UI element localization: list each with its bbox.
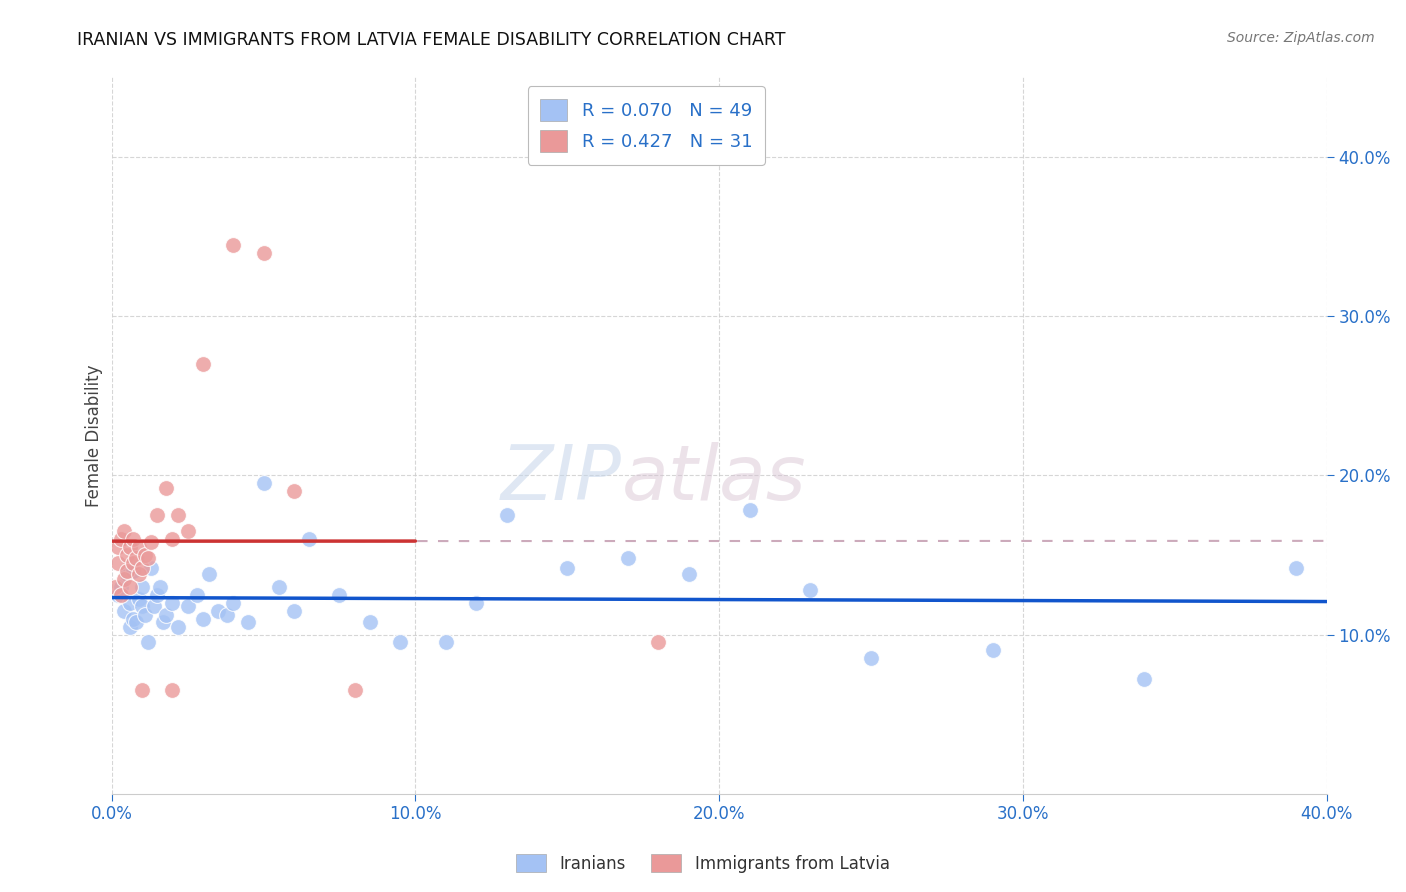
Point xyxy=(110,588,132,602)
Text: IRANIAN VS IMMIGRANTS FROM LATVIA FEMALE DISABILITY CORRELATION CHART: IRANIAN VS IMMIGRANTS FROM LATVIA FEMALE… xyxy=(77,31,786,49)
Point xyxy=(215,608,238,623)
Point xyxy=(112,524,135,538)
Point xyxy=(155,481,177,495)
Y-axis label: Female Disability: Female Disability xyxy=(86,364,103,507)
Point xyxy=(122,556,145,570)
Point xyxy=(122,564,145,578)
Point xyxy=(555,560,578,574)
Point xyxy=(118,580,141,594)
Point xyxy=(155,608,177,623)
Point xyxy=(139,535,162,549)
Point xyxy=(186,588,208,602)
Point xyxy=(162,532,184,546)
Point xyxy=(162,596,184,610)
Point xyxy=(136,551,159,566)
Legend: Iranians, Immigrants from Latvia: Iranians, Immigrants from Latvia xyxy=(510,847,896,880)
Point xyxy=(198,567,221,582)
Text: atlas: atlas xyxy=(621,442,807,516)
Point xyxy=(328,588,350,602)
Point xyxy=(149,580,172,594)
Point xyxy=(107,588,129,602)
Point xyxy=(134,548,156,562)
Point xyxy=(143,599,166,613)
Point xyxy=(115,564,138,578)
Point xyxy=(122,611,145,625)
Point xyxy=(207,604,229,618)
Text: Source: ZipAtlas.com: Source: ZipAtlas.com xyxy=(1227,31,1375,45)
Point xyxy=(738,503,761,517)
Point xyxy=(222,237,245,252)
Point xyxy=(167,619,190,633)
Point xyxy=(283,604,305,618)
Point xyxy=(267,580,290,594)
Point xyxy=(115,548,138,562)
Point xyxy=(125,615,148,629)
Point xyxy=(238,615,260,629)
Point xyxy=(146,588,169,602)
Point xyxy=(298,532,321,546)
Point xyxy=(799,582,821,597)
Point xyxy=(176,524,198,538)
Point xyxy=(152,615,174,629)
Point xyxy=(131,580,153,594)
Point xyxy=(128,540,150,554)
Point xyxy=(131,560,153,574)
Point xyxy=(104,580,127,594)
Point xyxy=(128,592,150,607)
Point xyxy=(981,643,1004,657)
Point xyxy=(115,567,138,582)
Point xyxy=(125,551,148,566)
Point xyxy=(118,619,141,633)
Point xyxy=(191,357,214,371)
Text: ZIP: ZIP xyxy=(501,442,621,516)
Point xyxy=(860,651,883,665)
Point xyxy=(252,245,274,260)
Point xyxy=(128,567,150,582)
Point xyxy=(134,608,156,623)
Point xyxy=(110,532,132,546)
Point xyxy=(167,508,190,523)
Point xyxy=(176,599,198,613)
Point xyxy=(222,596,245,610)
Point xyxy=(252,476,274,491)
Point xyxy=(146,508,169,523)
Point xyxy=(617,551,640,566)
Point xyxy=(131,599,153,613)
Point xyxy=(343,683,366,698)
Point xyxy=(139,560,162,574)
Point xyxy=(112,572,135,586)
Point xyxy=(434,635,457,649)
Point xyxy=(118,540,141,554)
Point xyxy=(283,484,305,499)
Point xyxy=(131,683,153,698)
Point xyxy=(112,604,135,618)
Point xyxy=(136,635,159,649)
Point xyxy=(107,556,129,570)
Point xyxy=(118,596,141,610)
Point xyxy=(389,635,412,649)
Point xyxy=(647,635,669,649)
Point xyxy=(359,615,381,629)
Point xyxy=(495,508,517,523)
Point xyxy=(107,540,129,554)
Point xyxy=(1133,672,1156,686)
Point xyxy=(162,683,184,698)
Point xyxy=(465,596,488,610)
Point xyxy=(678,567,700,582)
Point xyxy=(1285,560,1308,574)
Point xyxy=(110,580,132,594)
Point xyxy=(122,532,145,546)
Legend: R = 0.070   N = 49, R = 0.427   N = 31: R = 0.070 N = 49, R = 0.427 N = 31 xyxy=(527,87,765,165)
Point xyxy=(191,611,214,625)
